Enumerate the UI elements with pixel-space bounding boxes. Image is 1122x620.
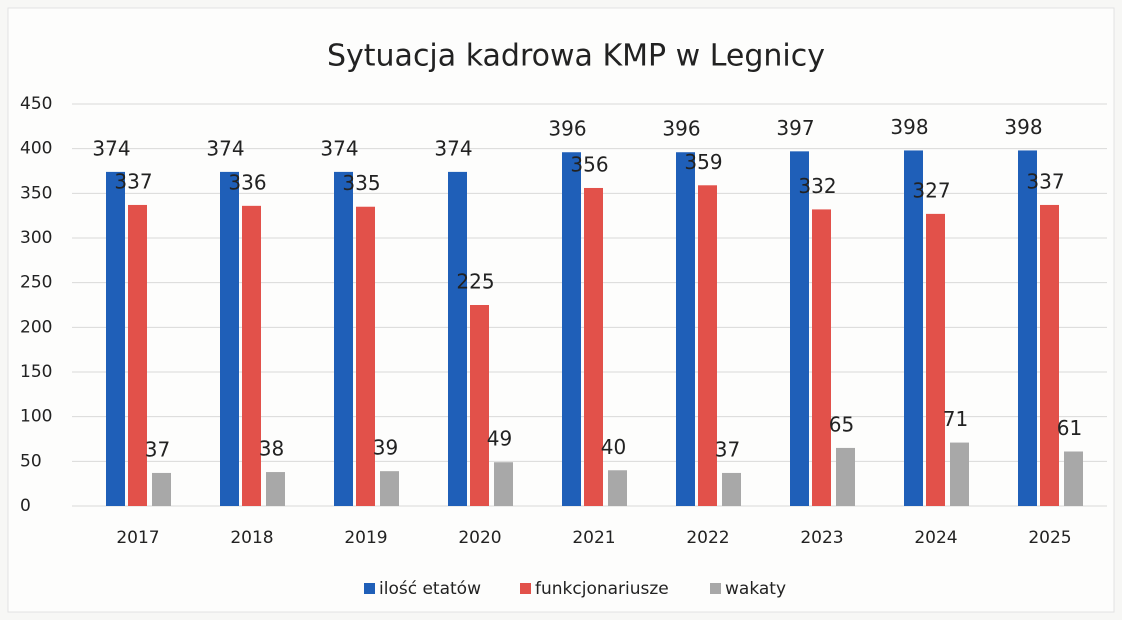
bar [926, 213, 945, 506]
bar [128, 204, 147, 507]
bar [950, 442, 969, 506]
bar [152, 472, 171, 506]
y-tick-label: 450 [20, 94, 52, 114]
value-label: 61 [1057, 416, 1082, 440]
value-label: 396 [548, 117, 586, 141]
y-tick-label: 100 [20, 407, 52, 427]
x-tick-label: 2021 [572, 528, 615, 548]
value-label: 225 [456, 270, 494, 294]
y-tick-label: 300 [20, 228, 52, 248]
bar [562, 152, 581, 507]
bar [470, 305, 489, 506]
value-label: 40 [601, 435, 626, 459]
value-label: 335 [342, 171, 380, 195]
bar [380, 471, 399, 506]
bar [608, 470, 627, 506]
value-label: 374 [92, 136, 130, 160]
x-tick-label: 2019 [344, 528, 387, 548]
bar [1064, 451, 1083, 506]
value-label: 37 [715, 437, 740, 461]
value-label: 37 [145, 437, 170, 461]
value-label: 327 [912, 178, 950, 202]
x-tick-label: 2024 [914, 528, 957, 548]
bar [220, 171, 239, 507]
value-label: 397 [776, 116, 814, 140]
y-tick-label: 400 [20, 139, 52, 159]
legend-label: ilość etatów [379, 579, 481, 599]
x-tick-label: 2018 [230, 528, 273, 548]
value-label: 336 [228, 170, 266, 194]
y-tick-label: 350 [20, 183, 52, 203]
legend-label: funkcjonariusze [535, 579, 669, 599]
value-label: 396 [662, 117, 700, 141]
value-label: 356 [570, 152, 608, 176]
x-tick-label: 2022 [686, 528, 729, 548]
bar [676, 152, 695, 507]
bar [494, 462, 513, 506]
x-tick-label: 2025 [1028, 528, 1071, 548]
bar [106, 171, 125, 507]
value-label: 374 [434, 136, 472, 160]
bar [722, 472, 741, 506]
value-label: 337 [114, 169, 152, 193]
legend-swatch [520, 583, 531, 594]
bar [242, 205, 261, 506]
value-label: 374 [206, 136, 244, 160]
value-label: 359 [684, 150, 722, 174]
legend-swatch [364, 583, 375, 594]
value-label: 49 [487, 427, 512, 451]
legend-label: wakaty [725, 579, 786, 599]
value-label: 337 [1026, 169, 1064, 193]
value-label: 65 [829, 412, 854, 436]
bar [904, 150, 923, 506]
value-label: 374 [320, 136, 358, 160]
bar [584, 187, 603, 506]
legend-swatch [710, 583, 721, 594]
chart-area [7, 7, 1115, 613]
bar [448, 171, 467, 507]
bar [790, 151, 809, 506]
bar [1018, 150, 1037, 506]
x-tick-label: 2020 [458, 528, 501, 548]
y-tick-label: 150 [20, 362, 52, 382]
value-label: 71 [943, 407, 968, 431]
bar [812, 209, 831, 506]
bar [698, 185, 717, 506]
value-label: 39 [373, 436, 398, 460]
y-tick-label: 250 [20, 273, 52, 293]
x-tick-label: 2017 [116, 528, 159, 548]
bar [356, 206, 375, 506]
value-label: 332 [798, 174, 836, 198]
y-tick-label: 50 [20, 451, 42, 471]
value-label: 398 [1004, 115, 1042, 139]
chart-title: Sytuacja kadrowa KMP w Legnicy [327, 39, 825, 74]
y-tick-label: 200 [20, 317, 52, 337]
value-label: 398 [890, 115, 928, 139]
bar [1040, 204, 1059, 507]
bar [266, 472, 285, 506]
bar [836, 447, 855, 506]
y-tick-label: 0 [20, 496, 31, 516]
x-tick-label: 2023 [800, 528, 843, 548]
bar [334, 171, 353, 507]
value-label: 38 [259, 437, 284, 461]
